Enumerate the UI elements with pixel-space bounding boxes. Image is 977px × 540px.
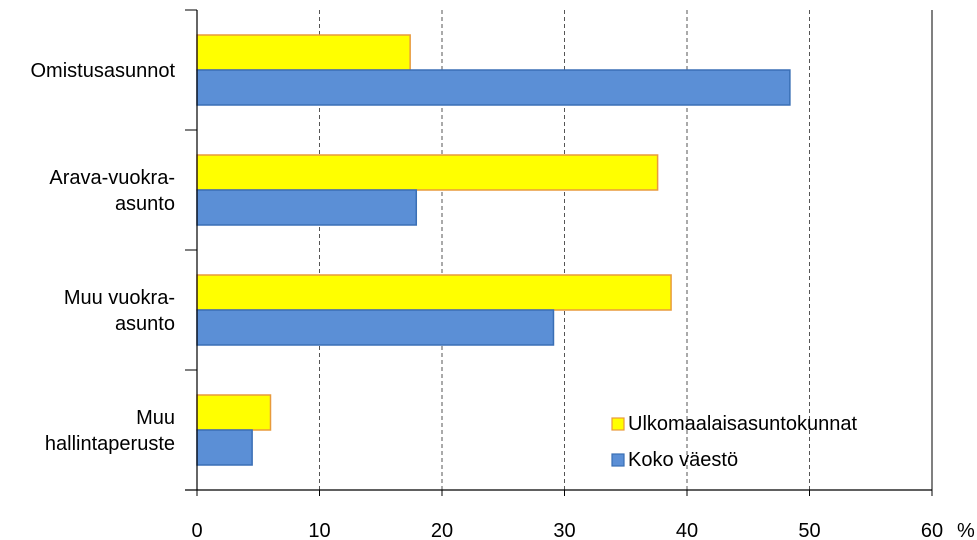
- category-labels: Omistusasunnot Arava-vuokra-asunto Muu vuo…: [30, 60, 175, 455]
- legend-label-koko-vaesto: Koko väestö: [628, 449, 738, 471]
- legend-swatch-koko-vaesto: [611, 453, 625, 467]
- x-tick-label: 50: [798, 520, 820, 540]
- x-tick-label: 40: [676, 520, 698, 540]
- x-tick-label: 60: [921, 520, 943, 540]
- bar-koko-vaesto-3: [196, 429, 253, 466]
- bars: [196, 34, 791, 466]
- category-label: asunto: [115, 313, 175, 335]
- axes: [185, 9, 933, 496]
- legend-swatch-ulkomaalaisasuntokunnat: [611, 417, 625, 431]
- category-label: Muu: [136, 407, 175, 429]
- x-tick-label: 20: [431, 520, 453, 540]
- legend-label-ulkomaalaisasuntokunnat: Ulkomaalaisasuntokunnat: [628, 413, 857, 435]
- category-label: hallintaperuste: [45, 433, 175, 455]
- bar-ulkomaalaisasuntokunnat-3: [196, 394, 272, 431]
- bar-ulkomaalaisasuntokunnat-0: [196, 34, 411, 71]
- bar-ulkomaalaisasuntokunnat-2: [196, 274, 672, 311]
- category-label: Arava-vuokra-: [49, 167, 175, 189]
- x-tick-labels: 0 10 20 30 40 50 60: [191, 520, 943, 540]
- bar-koko-vaesto-1: [196, 189, 418, 226]
- unit-label: %: [957, 520, 975, 540]
- bar-ulkomaalaisasuntokunnat-1: [196, 154, 659, 191]
- bar-koko-vaesto-0: [196, 69, 791, 106]
- x-tick-label: 30: [553, 520, 575, 540]
- x-tick-label: 10: [308, 520, 330, 540]
- x-tick-label: 0: [191, 520, 202, 540]
- legend: Ulkomaalaisasuntokunnat Koko väestö: [611, 413, 857, 471]
- category-label: Muu vuokra-: [64, 287, 175, 309]
- bar-koko-vaesto-2: [196, 309, 555, 346]
- category-label: asunto: [115, 193, 175, 215]
- category-label: Omistusasunnot: [30, 60, 175, 82]
